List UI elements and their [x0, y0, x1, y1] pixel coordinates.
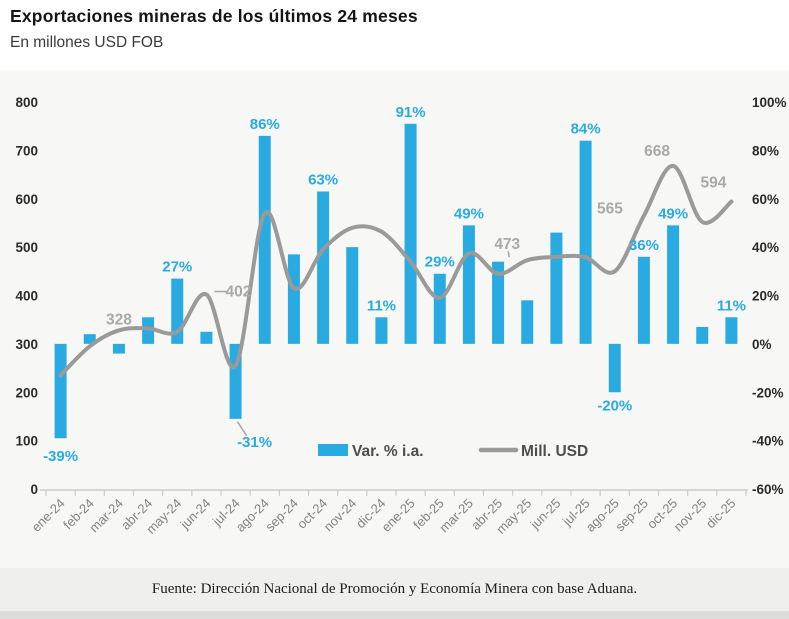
line-value-label: 565: [597, 201, 623, 218]
left-axis-tick: 300: [15, 337, 38, 352]
right-axis-tick: 0%: [752, 337, 772, 352]
bar-value-label: 86%: [250, 116, 280, 133]
leader-line: [507, 251, 511, 258]
bar-value-label: 29%: [425, 254, 455, 271]
x-axis-month-label: sep-24: [262, 496, 301, 535]
line-value-label: 473: [494, 236, 520, 253]
bar: [725, 317, 738, 344]
chart-title: Exportaciones mineras de los últimos 24 …: [10, 6, 418, 26]
bar: [521, 300, 534, 344]
chart-area: 0 100 200 300 400 500 600 700 800 -60% -40% -20% 0% 2…: [0, 70, 789, 568]
x-axis: ene-24feb-24mar-24abr-24may-24jun-24jul-…: [28, 489, 748, 537]
bar-value-label: 27%: [162, 259, 192, 276]
bar: [696, 326, 709, 344]
x-axis-month-label: mar-25: [436, 496, 476, 536]
x-axis-month-label: nov-24: [321, 496, 360, 535]
bar-value-label: 84%: [571, 121, 601, 138]
line-value-label: 402: [225, 284, 251, 301]
bar-value-label: 36%: [629, 237, 659, 254]
bar: [54, 343, 67, 439]
right-axis-tick: 100%: [752, 95, 787, 110]
left-axis-tick: 0: [30, 482, 38, 497]
label-leaders: [214, 251, 511, 437]
bar: [667, 225, 680, 344]
right-axis-tick: -40%: [752, 434, 784, 449]
bar-value-label: -31%: [237, 434, 272, 451]
x-axis-month-label: ene-24: [28, 496, 67, 535]
bar-value-label: 63%: [308, 171, 338, 188]
bar: [258, 135, 271, 344]
bar: [579, 140, 592, 344]
chart-header: Exportaciones mineras de los últimos 24 …: [10, 6, 779, 52]
x-axis-month-label: dic-25: [703, 496, 739, 532]
left-axis-tick: 100: [15, 434, 38, 449]
x-axis-month-label: jun-24: [177, 496, 214, 533]
bar: [317, 191, 330, 344]
bar-value-label: 11%: [367, 297, 396, 314]
bar-value-labels: -39% 27% -31% 86% 63% 11% 91% 29% 49% 84% -20% 36% 4…: [43, 104, 746, 465]
legend-bar-swatch: [318, 444, 348, 456]
bar: [433, 273, 446, 344]
bars-series-var-pct: [54, 123, 738, 439]
bar-value-label: -20%: [597, 397, 632, 414]
legend: Var. % i.a. Mill. USD: [318, 443, 588, 460]
chart-canvas: 0 100 200 300 400 500 600 700 800 -60% -40% -20% 0% 2…: [15, 95, 786, 537]
line-value-labels: 328 402 473 565 668 594: [106, 143, 727, 328]
bar-value-label: -39%: [43, 448, 78, 465]
left-axis-tick: 200: [15, 385, 38, 400]
right-axis-tick: -60%: [752, 482, 784, 497]
bar: [287, 254, 300, 344]
legend-bar-label: Var. % i.a.: [352, 443, 424, 460]
bar: [492, 261, 505, 344]
x-axis-month-label: ene-25: [378, 496, 417, 535]
right-axis-tick: 40%: [752, 240, 779, 255]
bar: [142, 317, 155, 344]
bar: [112, 343, 125, 354]
x-axis-month-label: nov-25: [671, 496, 710, 535]
bar-value-label: 91%: [396, 104, 426, 121]
left-axis-tick: 400: [15, 289, 38, 304]
right-axis-tick: 60%: [752, 192, 779, 207]
bar: [404, 123, 417, 344]
bar-value-label: 49%: [454, 205, 484, 222]
axis-labels: 0 100 200 300 400 500 600 700 800 -60% -40% -20% 0% 2…: [15, 95, 786, 497]
bar: [462, 225, 475, 344]
bar: [83, 334, 96, 344]
bar-value-label: 11%: [717, 297, 746, 314]
legend-line-label: Mill. USD: [521, 443, 588, 460]
right-axis-tick: 80%: [752, 143, 779, 158]
bottom-strip: [0, 611, 789, 619]
line-series-mill-usd: [58, 163, 734, 378]
x-axis-month-label: sep-25: [612, 496, 651, 535]
left-axis-tick: 800: [15, 95, 38, 110]
bar: [375, 317, 388, 344]
bar: [200, 331, 213, 344]
x-axis-month-label: mar-24: [86, 496, 126, 536]
source-text: Fuente: Dirección Nacional de Promoción …: [151, 581, 638, 597]
right-axis-tick: -20%: [752, 385, 784, 400]
x-axis-month-label: ago-24: [233, 496, 272, 535]
left-axis-tick: 600: [15, 192, 38, 207]
source-footer: Fuente: Dirección Nacional de Promoción …: [0, 568, 789, 611]
right-axis-tick: 20%: [752, 289, 779, 304]
bar: [346, 247, 359, 344]
chart-subtitle: En millones USD FOB: [10, 34, 164, 51]
bar: [550, 232, 563, 344]
x-axis-month-label: jun-25: [527, 496, 564, 533]
bar-value-label: 49%: [658, 205, 688, 222]
bar: [637, 256, 650, 344]
left-axis-tick: 700: [15, 143, 38, 158]
leader-line: [236, 421, 248, 437]
line-value-label: 594: [700, 175, 726, 192]
x-axis-month-label: ago-25: [583, 496, 622, 535]
line-value-label: 668: [644, 143, 670, 160]
line-value-label: 328: [106, 311, 132, 328]
bar: [608, 343, 621, 393]
left-axis-tick: 500: [15, 240, 38, 255]
